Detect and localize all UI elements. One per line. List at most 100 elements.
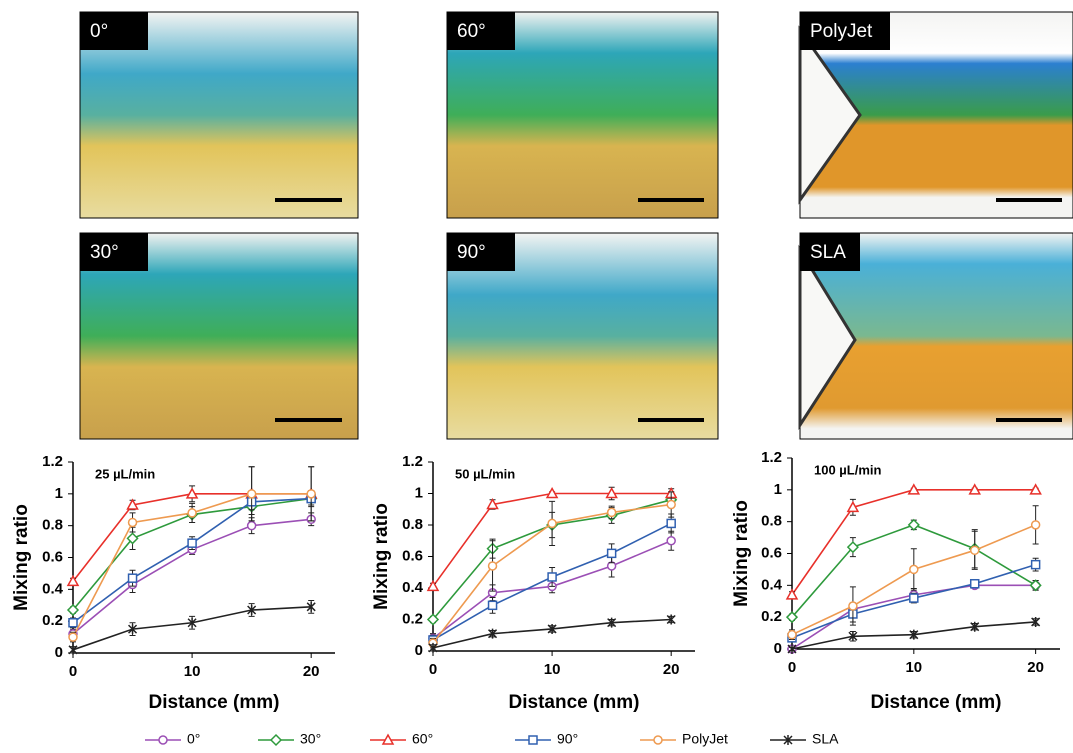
marker [606, 507, 617, 518]
marker [127, 517, 138, 528]
marker [787, 629, 797, 640]
annotation: 25 µL/min [95, 466, 155, 481]
legend-label: 90° [557, 731, 578, 747]
marker [66, 574, 80, 587]
marker [970, 621, 980, 632]
marker [785, 588, 799, 600]
x-axis-label: Distance (mm) [509, 692, 640, 713]
marker [1029, 483, 1042, 495]
marker [246, 489, 257, 499]
legend-label: 30° [300, 731, 321, 747]
marker [68, 618, 78, 628]
y-tick-label: 0.8 [42, 517, 63, 534]
chart: 0 0.2 0.4 0.6 0.8 1 1.2 0 10 20 Distance (mm) Mixin… [731, 449, 1060, 713]
marker [1031, 616, 1041, 627]
y-tick-label: 0.2 [761, 608, 782, 625]
marker [247, 605, 257, 616]
marker [158, 735, 168, 745]
marker [486, 497, 499, 510]
marker [185, 487, 199, 499]
marker [487, 600, 498, 611]
panel-label: 60° [457, 21, 486, 42]
marker [1030, 559, 1041, 570]
panel-labels: 0° 30° 60° 90° PolyJet SLA [80, 12, 890, 271]
x-tick-label: 20 [1027, 659, 1044, 676]
marker [848, 601, 858, 611]
x-tick-label: 10 [905, 659, 922, 676]
legend-label: SLA [812, 731, 839, 747]
marker [66, 603, 80, 617]
x-tick-label: 0 [429, 661, 437, 678]
marker [846, 541, 859, 554]
marker [547, 518, 557, 529]
legend-label: 60° [412, 731, 433, 747]
marker [68, 632, 78, 642]
marker [128, 624, 138, 635]
panel-label: 30° [90, 242, 119, 263]
marker [547, 623, 557, 634]
marker [126, 498, 139, 510]
y-tick-label: 0 [774, 640, 782, 657]
marker [605, 486, 618, 499]
y-tick-label: 1 [774, 481, 782, 498]
marker [607, 617, 617, 628]
panel-label: 0° [90, 21, 108, 42]
marker [545, 486, 559, 499]
marker [969, 578, 980, 589]
marker [787, 644, 797, 654]
marker [846, 500, 860, 513]
marker [426, 613, 440, 626]
legend: 0° 30° 60° 90° PolyJet SLA [145, 731, 839, 747]
marker [547, 572, 557, 582]
marker [666, 499, 676, 510]
channel-edge [798, 25, 862, 431]
y-tick-label: 0 [55, 644, 63, 661]
marker [666, 518, 676, 529]
marker [1030, 520, 1041, 530]
marker [528, 735, 538, 745]
legend-label: 0° [187, 731, 200, 747]
marker [909, 629, 919, 640]
panel-label: 90° [457, 242, 486, 263]
marker [127, 573, 138, 583]
marker [187, 617, 197, 628]
y-tick-label: 0.2 [402, 610, 423, 627]
annotation: 100 µL/min [814, 462, 882, 477]
y-axis-label: Mixing ratio [731, 500, 752, 607]
marker [909, 564, 919, 575]
annotation: 50 µL/min [455, 466, 515, 481]
scale-bars [275, 198, 1062, 422]
x-tick-label: 0 [69, 663, 77, 680]
marker [187, 538, 197, 548]
y-tick-label: 0.4 [761, 576, 783, 593]
y-tick-label: 1 [55, 485, 63, 502]
marker [487, 561, 498, 571]
x-tick-label: 10 [544, 661, 561, 678]
marker [909, 593, 919, 603]
marker [306, 601, 316, 612]
marker [246, 520, 257, 531]
marker [785, 611, 799, 624]
y-tick-label: 0 [415, 642, 423, 659]
marker [907, 483, 921, 495]
y-tick-label: 0.6 [42, 548, 63, 565]
panel-label: PolyJet [810, 21, 873, 42]
chart: 0 0.2 0.4 0.6 0.8 1 1.2 0 10 20 Distance (mm) Mixin… [371, 453, 695, 713]
x-axis-label: Distance (mm) [871, 692, 1002, 713]
marker [968, 483, 982, 495]
y-tick-label: 0.6 [761, 544, 782, 561]
marker [1029, 579, 1042, 592]
y-tick-label: 0.2 [42, 612, 63, 629]
y-tick-label: 1.2 [402, 453, 423, 470]
y-tick-label: 0.8 [761, 513, 782, 530]
marker [126, 532, 139, 545]
y-tick-label: 0.4 [42, 580, 64, 597]
photos: 0° 30° 60° 90° PolyJet SLA [79, 11, 1073, 440]
marker [666, 536, 676, 546]
y-tick-label: 0.4 [402, 579, 424, 596]
y-axis-label: Mixing ratio [371, 503, 392, 610]
marker [783, 735, 793, 745]
panel-label: SLA [810, 242, 846, 263]
